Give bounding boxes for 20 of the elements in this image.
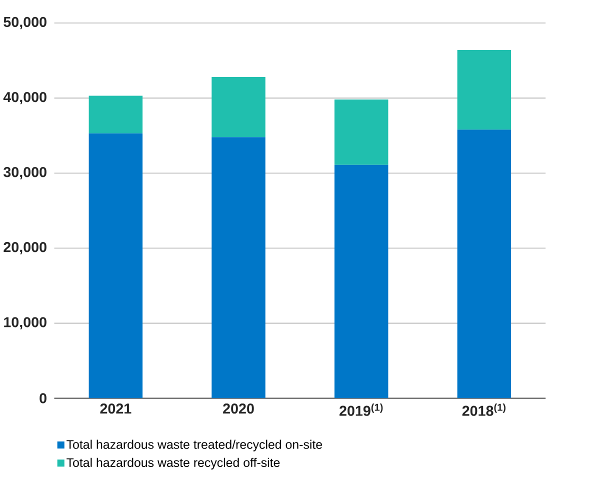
x-tick-label: 2021 (100, 403, 132, 414)
y-tick-label: 50,000 (4, 16, 46, 30)
bar (334, 99, 388, 165)
bar (212, 136, 266, 398)
bar (334, 164, 388, 398)
legend-label: Total hazardous waste treated/recycled on-site (66, 440, 322, 452)
y-tick-label: 10,000 (4, 316, 46, 330)
bar (457, 129, 512, 398)
bar (212, 76, 266, 137)
y-tick-label: 30,000 (4, 166, 46, 180)
bar (457, 50, 512, 130)
x-tick-label: 2019$^{(1)}$ (340, 403, 383, 416)
x-tick-label: 2018$^{(1)}$ (462, 403, 506, 416)
bar (88, 96, 143, 134)
y-tick-label: 20,000 (4, 242, 46, 254)
y-tick-label: 0 (40, 393, 46, 404)
legend-label: Total hazardous waste recycled off-site (66, 458, 280, 470)
x-tick-label: 2020 (223, 403, 254, 414)
y-tick-label: 40,000 (3, 92, 46, 104)
bar (88, 133, 143, 398)
